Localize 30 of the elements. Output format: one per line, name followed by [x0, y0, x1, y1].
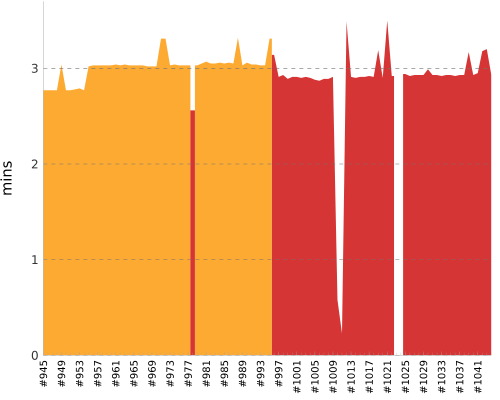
x-tick-label: #997 [274, 360, 282, 387]
x-tick-label: #1033 [438, 360, 446, 394]
x-tick-label: #1021 [383, 360, 392, 394]
x-tick-label: #989 [238, 360, 246, 387]
x-tick-label: #949 [58, 360, 66, 387]
x-tick-label: #1041 [474, 360, 482, 394]
x-tick-label: #973 [166, 360, 174, 387]
x-tick-label: #1029 [420, 360, 428, 394]
x-tick-label: #1013 [347, 360, 355, 394]
y-axis-title: mins [0, 161, 12, 195]
y-tick-label: 1 [32, 255, 38, 264]
x-tick-label: #993 [256, 360, 264, 387]
x-tick-label: #953 [76, 360, 84, 387]
x-tick-label: #985 [220, 360, 228, 387]
y-tick-label: 2 [32, 160, 38, 168]
x-tick-label: #961 [112, 360, 120, 387]
x-tick-label: #1025 [402, 360, 410, 394]
y-tick-label: 0 [32, 350, 38, 360]
x-tick-label: #1017 [365, 360, 373, 394]
x-tick-label: #965 [130, 360, 138, 387]
x-tick-label: #957 [94, 360, 102, 387]
x-tick-label: #969 [148, 360, 156, 387]
x-tick-label: #977 [184, 360, 192, 387]
y-tick-label: 3 [32, 64, 38, 73]
x-tick-label: #1037 [456, 360, 464, 394]
x-tick-label: #1009 [329, 360, 337, 394]
x-tick-label: #981 [202, 360, 210, 387]
x-tick-label: #1005 [311, 360, 319, 394]
x-tick-label: #1001 [292, 360, 301, 394]
x-tick-label: #945 [40, 360, 48, 387]
